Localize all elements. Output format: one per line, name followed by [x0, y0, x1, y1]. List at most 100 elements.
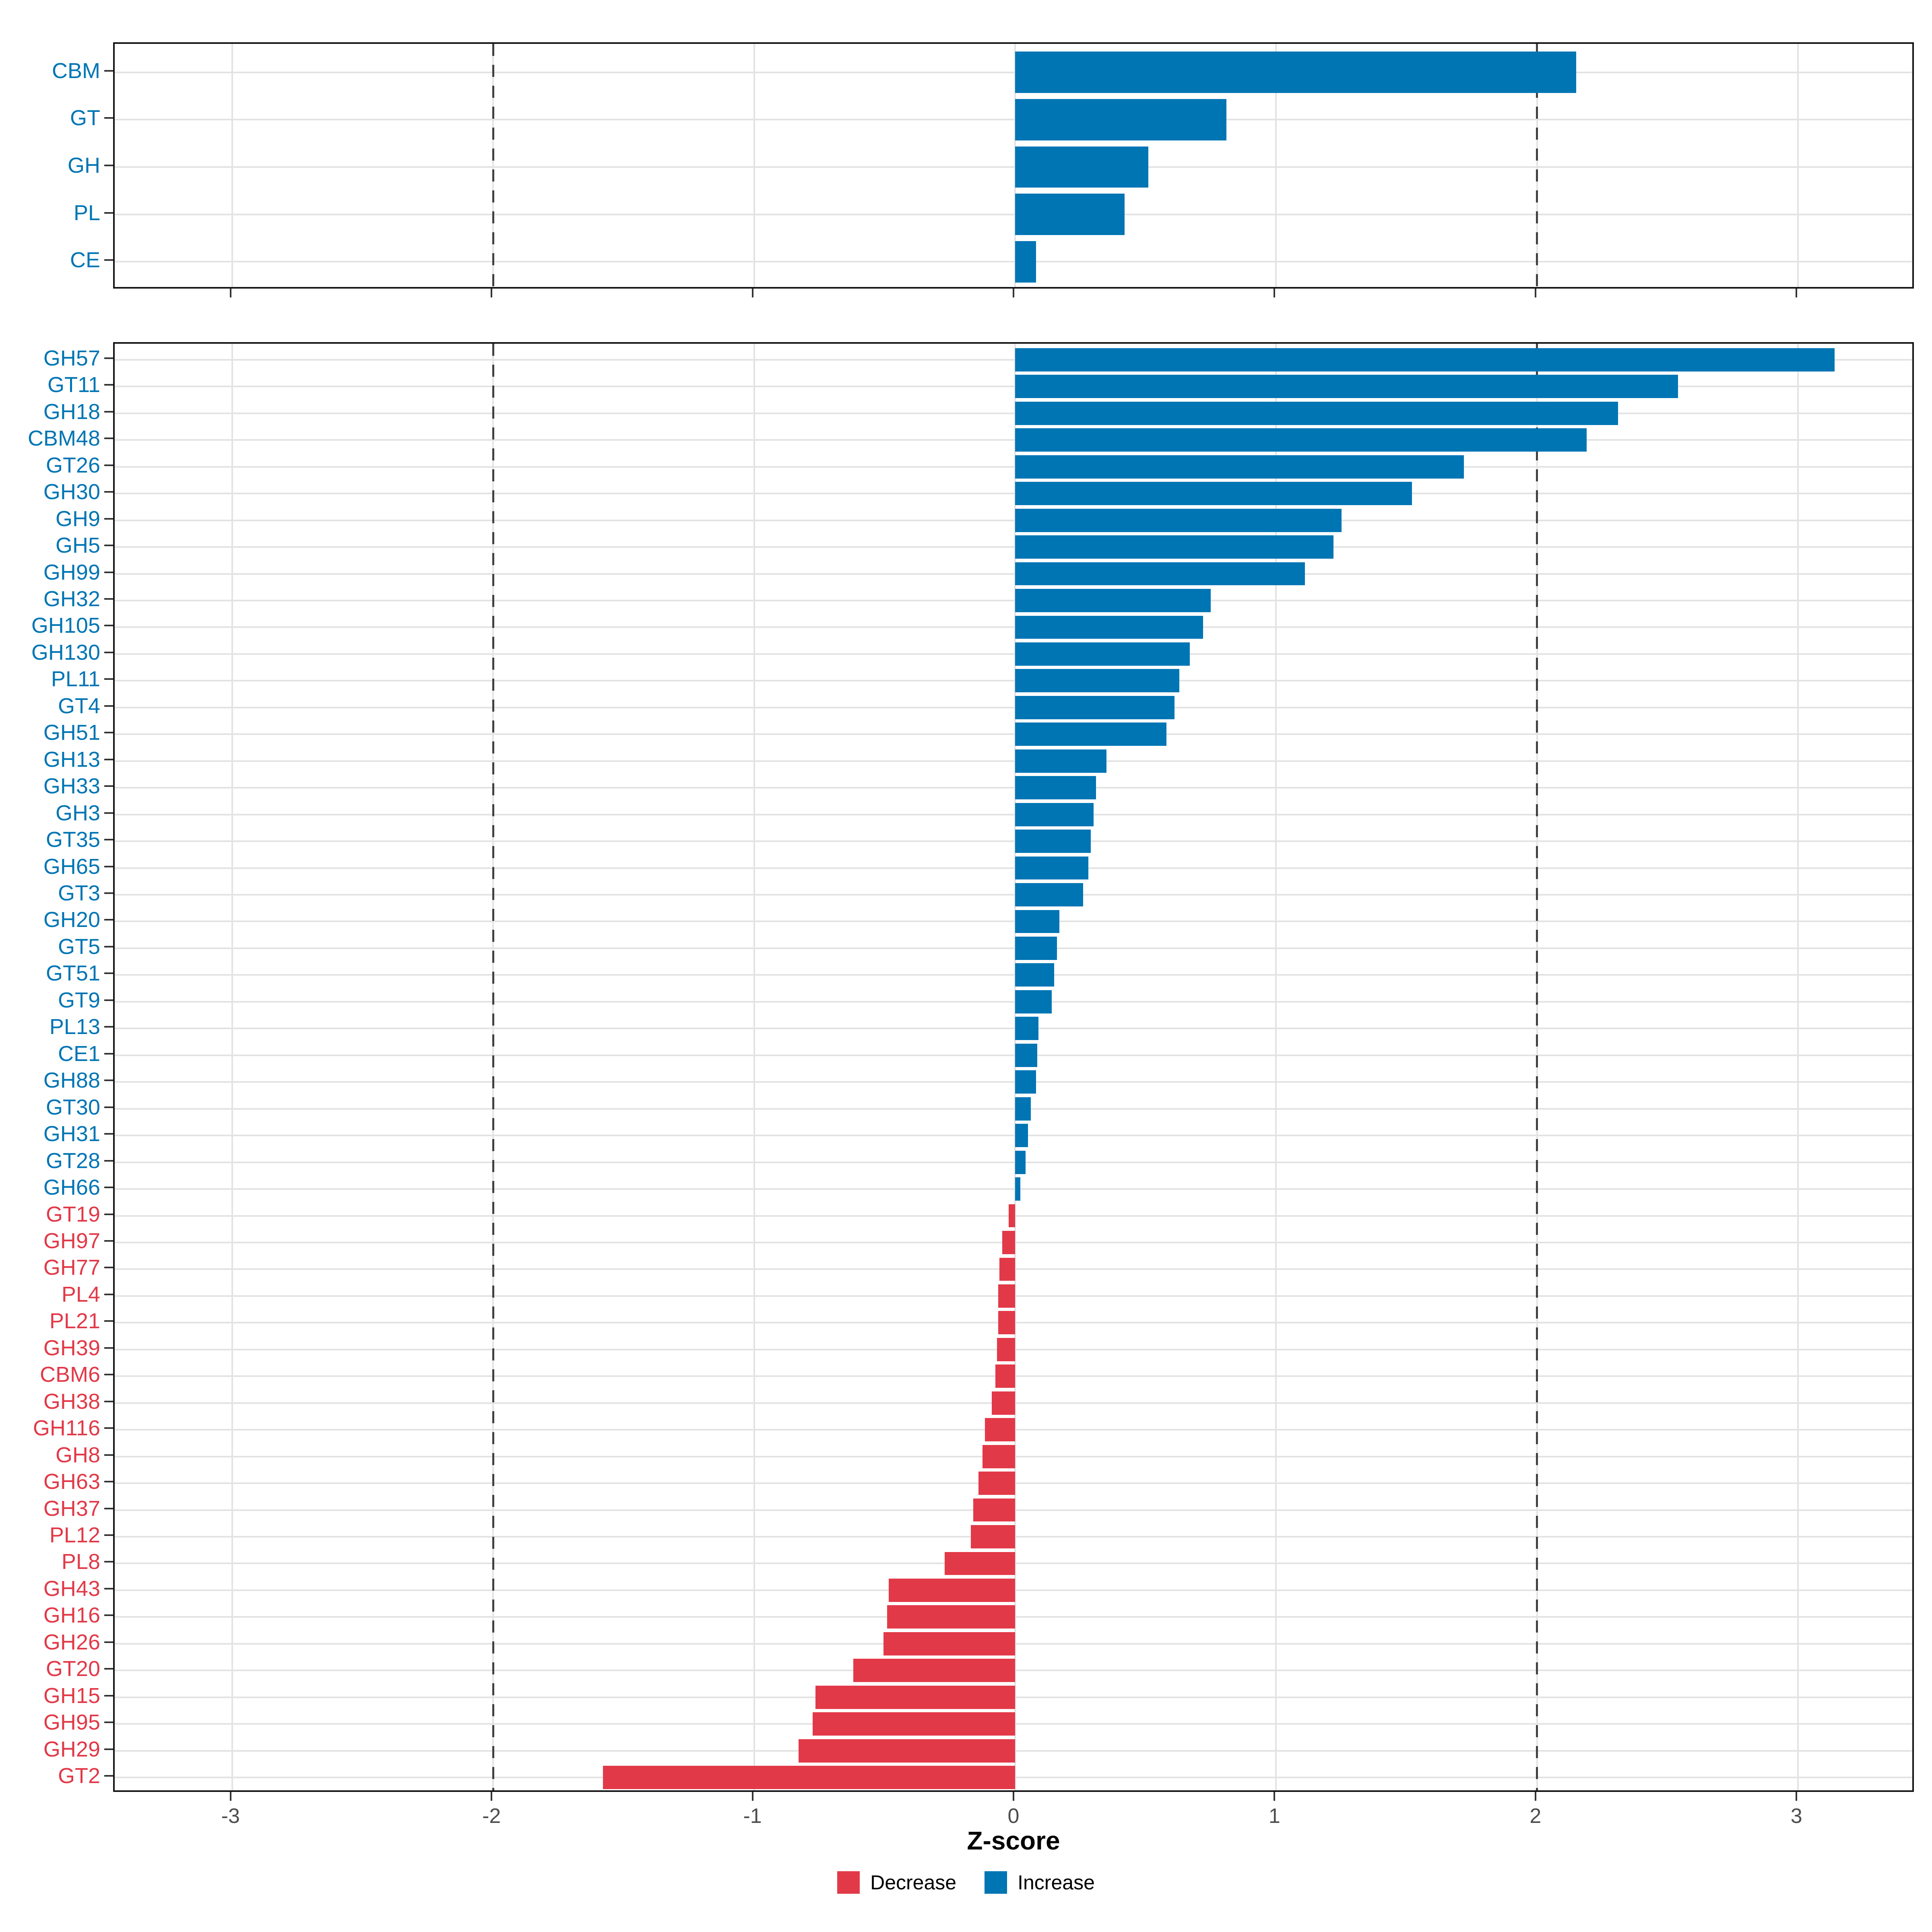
y-tick — [104, 1026, 113, 1028]
bar-GT5 — [1015, 937, 1057, 960]
y-tick — [104, 1587, 113, 1589]
y-tick — [104, 117, 113, 119]
gridline-row — [115, 1135, 1912, 1137]
bar-GH30 — [1015, 482, 1412, 506]
y-tick — [104, 1641, 113, 1643]
y-axis-label-GH30: GH30 — [43, 480, 100, 504]
gridline-row — [115, 867, 1912, 869]
bar-GT9 — [1015, 990, 1052, 1013]
y-tick — [104, 678, 113, 680]
gridline-row — [115, 680, 1912, 682]
gridline-row — [115, 519, 1912, 521]
bar-GH105 — [1015, 615, 1203, 639]
y-axis-label-GH66: GH66 — [43, 1175, 100, 1200]
reference-line--2 — [492, 344, 494, 1790]
gridline-row — [115, 386, 1912, 388]
gridline-row — [115, 787, 1912, 789]
gridline-x-3 — [1797, 344, 1799, 1790]
gridline-row — [115, 1001, 1912, 1003]
y-axis-label-GH3: GH3 — [55, 801, 100, 825]
y-tick — [104, 1053, 113, 1055]
y-axis-label-GH51: GH51 — [43, 720, 100, 745]
x-tick — [1274, 289, 1276, 297]
y-axis-label-GT9: GT9 — [58, 988, 100, 1012]
y-axis-label-GH105: GH105 — [31, 613, 100, 638]
x-tick-label-3: 3 — [1790, 1804, 1802, 1828]
bar-GH57 — [1015, 348, 1835, 372]
bar-GH8 — [982, 1445, 1015, 1468]
y-axis-label-GT26: GT26 — [45, 453, 100, 477]
bar-PL8 — [944, 1552, 1015, 1575]
bar-GT30 — [1015, 1097, 1031, 1121]
y-axis-label-GH57: GH57 — [43, 346, 100, 370]
y-axis-label-PL8: PL8 — [61, 1550, 100, 1574]
y-tick — [104, 464, 113, 466]
y-axis-label-GH32: GH32 — [43, 586, 100, 611]
bar-GH95 — [813, 1712, 1015, 1736]
y-tick — [104, 1347, 113, 1349]
y-tick — [104, 1454, 113, 1456]
y-tick — [104, 545, 113, 547]
y-axis-label-GT51: GT51 — [45, 961, 100, 986]
gridline-row — [115, 733, 1912, 735]
bar-GH16 — [887, 1605, 1015, 1629]
y-axis-label-CBM: CBM — [52, 58, 100, 83]
y-tick — [104, 1106, 113, 1108]
bar-GH32 — [1015, 589, 1211, 612]
gridline-x--3 — [231, 44, 233, 287]
bar-GH65 — [1015, 856, 1088, 880]
bar-GT51 — [1015, 963, 1055, 987]
y-tick — [104, 732, 113, 734]
bar-GH9 — [1015, 508, 1342, 532]
y-axis-label-GH39: GH39 — [43, 1335, 100, 1360]
y-tick — [104, 1080, 113, 1082]
legend-label: Increase — [1018, 1871, 1095, 1894]
bar-GH3 — [1015, 803, 1094, 826]
y-tick — [104, 1614, 113, 1616]
legend-item-decrease: Decrease — [837, 1871, 956, 1894]
bar-GH13 — [1015, 749, 1106, 773]
gridline-row — [115, 71, 1912, 73]
y-tick — [104, 438, 113, 440]
y-axis-label-GH5: GH5 — [55, 533, 100, 558]
legend: Decrease Increase — [0, 1871, 1932, 1894]
y-axis-label-GT11: GT11 — [47, 373, 100, 397]
y-tick — [104, 812, 113, 814]
x-tick — [751, 289, 753, 297]
gridline-row — [115, 493, 1912, 495]
y-axis-label-GT28: GT28 — [45, 1148, 100, 1173]
y-tick — [104, 892, 113, 894]
x-tick — [1796, 1792, 1798, 1801]
bar-GH26 — [883, 1632, 1015, 1655]
gridline-row — [115, 840, 1912, 842]
y-tick — [104, 1668, 113, 1670]
y-tick — [104, 1374, 113, 1376]
y-tick — [104, 705, 113, 707]
panel-bottom — [113, 342, 1914, 1792]
y-axis-label-GH43: GH43 — [43, 1576, 100, 1601]
y-axis-label-GT35: GT35 — [45, 828, 100, 852]
gridline-row — [115, 213, 1912, 215]
bar-PL13 — [1015, 1017, 1039, 1040]
x-tick — [229, 289, 231, 297]
x-axis-title: Z-score — [967, 1826, 1060, 1855]
bar-GH37 — [973, 1498, 1015, 1522]
y-axis-label-GT: GT — [70, 106, 100, 130]
x-tick-label-2: 2 — [1530, 1804, 1542, 1828]
gridline-x--1 — [753, 344, 755, 1790]
reference-line-2 — [1536, 44, 1538, 287]
y-tick — [104, 70, 113, 72]
y-axis-label-PL: PL — [73, 200, 100, 225]
y-axis-label-GH16: GH16 — [43, 1603, 100, 1628]
y-tick — [104, 1721, 113, 1724]
x-tick — [1534, 289, 1536, 297]
y-tick — [104, 571, 113, 573]
y-tick — [104, 1775, 113, 1777]
y-tick — [104, 972, 113, 974]
x-tick — [1534, 1792, 1536, 1801]
x-tick — [1796, 289, 1798, 297]
y-axis-label-GH26: GH26 — [43, 1630, 100, 1654]
y-axis-label-GH: GH — [68, 153, 100, 178]
bar-GT2 — [603, 1766, 1015, 1790]
y-axis-label-CBM6: CBM6 — [39, 1362, 100, 1387]
